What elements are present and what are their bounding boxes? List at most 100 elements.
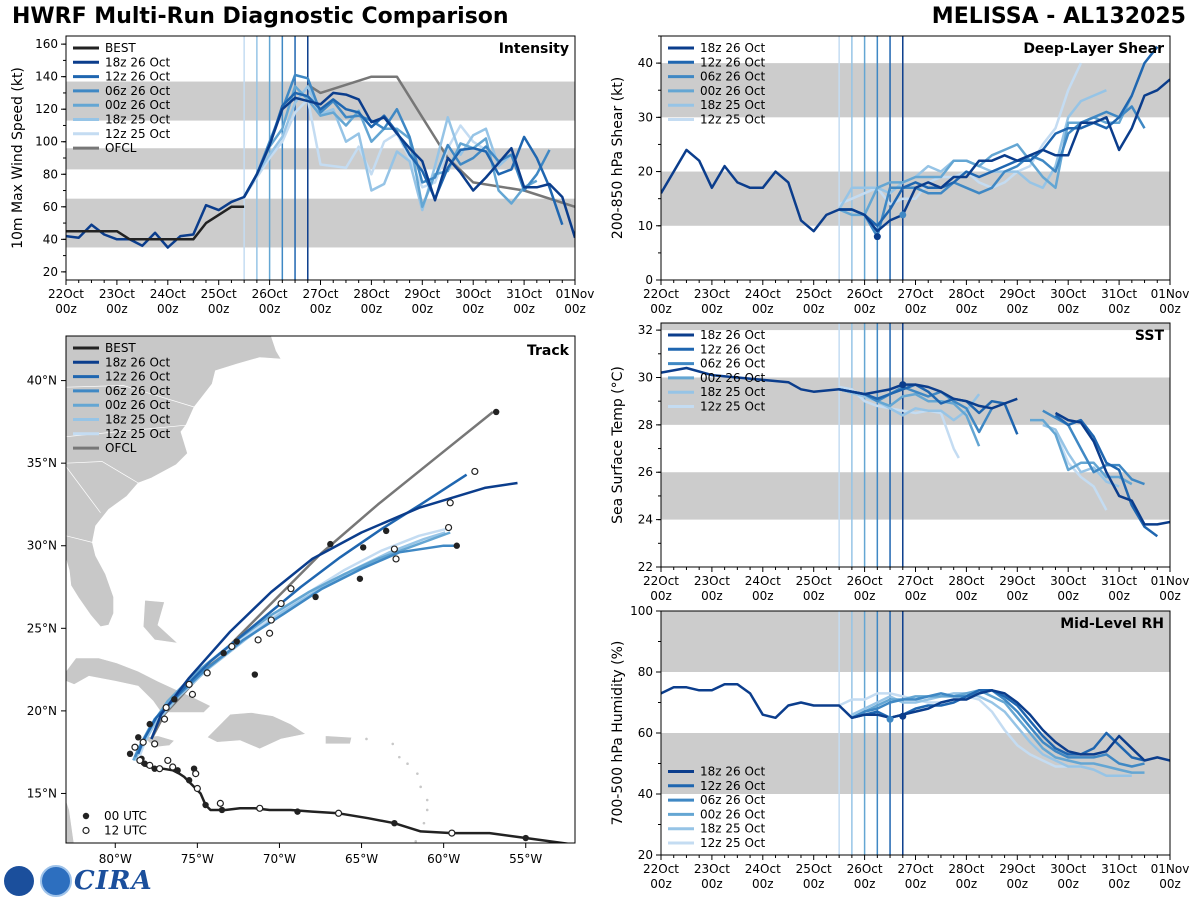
track-dot-12utc (266, 629, 274, 637)
x-tick-label: 00z (752, 302, 774, 316)
x-tick-label: 23Oct (694, 287, 730, 301)
x-tick-label: 00z (513, 302, 535, 316)
state-border (66, 461, 139, 484)
track-dot-12utc (392, 555, 400, 563)
x-tick-label: 00z (106, 302, 128, 316)
panel-intensity: 2040608010012014016022Oct00z23Oct00z24Oc… (10, 35, 594, 316)
figure-title: HWRF Multi-Run Diagnostic Comparison (12, 4, 509, 29)
y-tick-label: 40 (43, 232, 58, 246)
y-tick-label: 30 (638, 370, 653, 384)
init-marker (899, 381, 907, 389)
legend-label: 06z 26 Oct (700, 793, 766, 807)
x-tick-label: 70°W (263, 852, 296, 866)
track-dot-12utc (254, 636, 262, 644)
track-map (66, 336, 572, 843)
legend-label: 12z 25 Oct (700, 113, 766, 127)
y-tick-label: 100 (35, 135, 58, 149)
panel-sst: 22242628303222Oct00z23Oct00z24Oct00z25Oc… (610, 322, 1189, 603)
y-tick-label: 35°N (27, 456, 57, 470)
x-tick-label: 00z (1159, 302, 1181, 316)
x-tick-label: 25Oct (796, 287, 832, 301)
x-tick-label: 24Oct (745, 862, 781, 876)
track-dot-00utc (294, 808, 301, 815)
best-track (140, 762, 572, 843)
legend-label: 18z 25 Oct (700, 822, 766, 836)
x-tick-label: 23Oct (99, 287, 135, 301)
central-america-land (66, 776, 75, 843)
track-dot-12utc (390, 545, 398, 553)
x-tick-label: 00z (55, 302, 77, 316)
y-tick-label: 26 (638, 465, 653, 479)
y-tick-label: 20 (43, 265, 58, 279)
marker-legend-label: 12 UTC (104, 824, 147, 838)
y-tick-label: 40 (638, 56, 653, 70)
x-tick-label: 29Oct (999, 574, 1035, 588)
state-border (66, 535, 93, 543)
track-dot-00utc (220, 649, 227, 657)
series-line (838, 62, 1083, 206)
series-line (851, 689, 1145, 768)
legend-label: 18z 25 Oct (105, 413, 171, 427)
x-tick-label: 25Oct (796, 862, 832, 876)
x-tick-label: 00z (752, 877, 774, 891)
track-dot-12utc (160, 715, 169, 723)
north-america-land (66, 336, 282, 628)
x-tick-label: 00z (1057, 589, 1079, 603)
panel-title: SST (1135, 328, 1165, 344)
logo-text: CIRA (74, 866, 153, 896)
x-tick-label: 00z (208, 302, 230, 316)
track-dot-12utc (277, 599, 285, 608)
y-tick-label: 10 (638, 219, 653, 233)
x-tick-label: 29Oct (404, 287, 440, 301)
track-dot-12utc (471, 467, 479, 476)
threshold-band (661, 611, 1170, 672)
series-line (66, 91, 575, 249)
island-land (414, 840, 418, 843)
track-dot-00utc (218, 806, 226, 814)
panel-title: Intensity (499, 41, 569, 57)
legend-label: OFCL (105, 141, 137, 155)
state-border (66, 466, 101, 513)
track-dot-00utc (146, 720, 153, 728)
y-tick-label: 32 (638, 323, 653, 337)
x-tick-label: 30Oct (1050, 287, 1086, 301)
x-tick-label: 00z (854, 877, 876, 891)
track-dot-12utc (136, 756, 144, 765)
island-land (391, 742, 395, 746)
series-line (839, 46, 1159, 228)
x-tick-label: 26Oct (847, 862, 883, 876)
legend-label: 18z 26 Oct (700, 765, 766, 779)
legend-label: 00z 26 Oct (105, 98, 171, 112)
track-dot-12utc (228, 642, 236, 651)
track-dot-00utc (233, 638, 240, 645)
model-track (150, 481, 518, 740)
track-dot-12utc (139, 738, 147, 746)
x-tick-label: 27Oct (897, 574, 933, 588)
series-line (661, 366, 1170, 526)
x-tick-label: 26Oct (847, 287, 883, 301)
legend-label: 00z 26 Oct (700, 807, 766, 821)
track-dot-00utc (135, 734, 142, 741)
y-tick-label: 30 (638, 110, 653, 124)
island-land (422, 821, 426, 825)
x-tick-label: 27Oct (897, 862, 933, 876)
track-dot-00utc (327, 540, 334, 548)
legend-label: 18z 25 Oct (700, 98, 766, 112)
ofcl-track (150, 411, 494, 740)
legend-label: 00z 26 Oct (105, 398, 171, 412)
track-dot-00utc (312, 593, 319, 601)
x-tick-label: 00z (701, 302, 723, 316)
x-tick-label: 00z (905, 302, 927, 316)
x-tick-label: 31Oct (506, 287, 542, 301)
x-tick-label: 22Oct (643, 287, 679, 301)
island-land (398, 755, 401, 759)
track-dot-00utc (174, 767, 181, 774)
x-tick-label: 31Oct (1101, 862, 1137, 876)
x-tick-label: 30Oct (455, 287, 491, 301)
x-tick-label: 22Oct (643, 862, 679, 876)
series-group (661, 682, 1170, 777)
x-tick-label: 00z (462, 302, 484, 316)
